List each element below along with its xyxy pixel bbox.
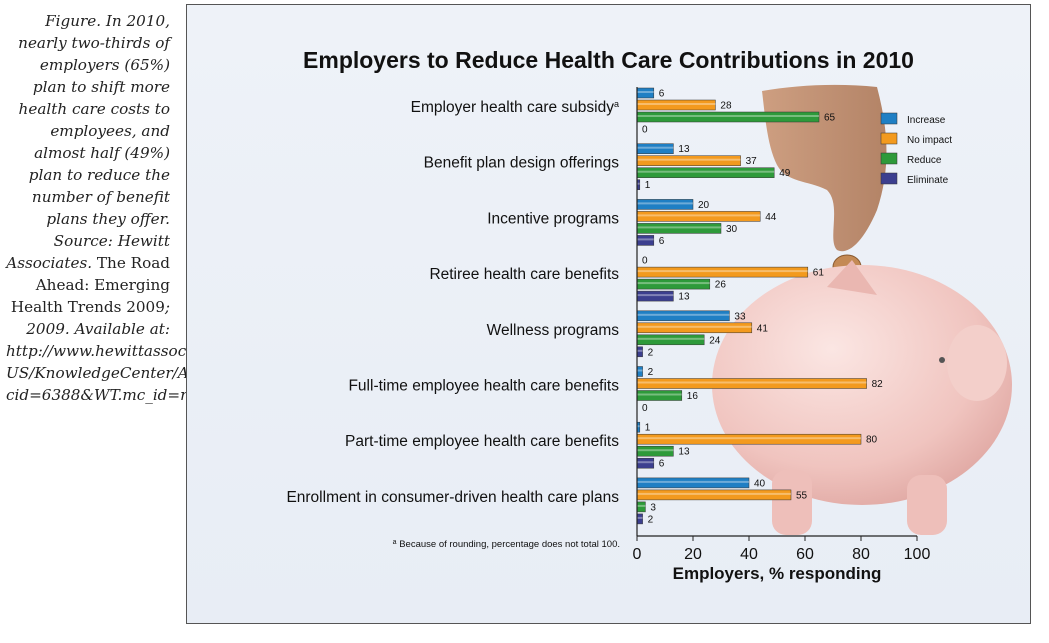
data-label: 26 <box>715 280 727 291</box>
category-label: Part-time employee health care benefits <box>345 433 619 450</box>
hand-illustration <box>762 84 887 252</box>
x-tick-label: 20 <box>684 546 702 563</box>
chart-panel: Employers to Reduce Health Care Contribu… <box>186 4 1031 624</box>
pig-leg-front <box>907 475 947 535</box>
chart-title: Employers to Reduce Health Care Contribu… <box>303 47 914 73</box>
data-label: 80 <box>866 435 878 446</box>
bar-highlight <box>637 437 861 440</box>
bar-highlight <box>637 369 643 372</box>
caption-italic-1: Figure. In 2010, nearly two-thirds of em… <box>6 12 170 272</box>
pig-snout <box>947 325 1007 401</box>
piggy-bank-illustration <box>712 84 1012 535</box>
data-label: 6 <box>659 236 665 247</box>
data-label: 33 <box>734 311 746 322</box>
bar-highlight <box>637 449 674 452</box>
data-label: 13 <box>678 292 690 303</box>
data-label: 28 <box>720 101 732 112</box>
category-label: Full-time employee health care benefits <box>348 378 619 395</box>
legend-label: Increase <box>907 115 946 126</box>
x-tick-label: 0 <box>633 546 642 563</box>
data-label: 44 <box>765 212 777 223</box>
category-label: Employer health care subsidya <box>411 99 619 116</box>
data-label: 40 <box>754 478 766 489</box>
x-tick-label: 100 <box>904 546 931 563</box>
bar-highlight <box>637 146 674 149</box>
legend-swatch <box>880 112 898 125</box>
x-tick-label: 80 <box>852 546 870 563</box>
pig-eye <box>939 357 945 363</box>
category-label: Retiree health care benefits <box>429 266 619 283</box>
bar-highlight <box>637 504 646 507</box>
bar-highlight <box>637 325 752 328</box>
data-label: 82 <box>872 379 884 390</box>
legend-swatch <box>880 172 898 185</box>
caption-source-title: The Road Ahead: Emerging Health Trends 2… <box>10 254 170 316</box>
category-label: Benefit plan design offerings <box>424 155 620 172</box>
data-label: 1 <box>645 180 651 191</box>
bar-highlight <box>637 226 721 229</box>
legend-label: No impact <box>907 135 952 146</box>
bar-highlight <box>637 393 682 396</box>
bar-chart: 6286501337491204430606126133341242282160… <box>286 84 1012 583</box>
bar-highlight <box>637 461 654 464</box>
data-label: 37 <box>746 156 758 167</box>
data-label: 2 <box>648 514 654 525</box>
category-label: Wellness programs <box>487 322 620 339</box>
bar-highlight <box>637 337 705 340</box>
data-label: 13 <box>678 447 690 458</box>
category-label: Incentive programs <box>487 210 619 227</box>
data-label: 6 <box>659 459 665 470</box>
x-tick-label: 40 <box>740 546 758 563</box>
bar-highlight <box>637 170 775 173</box>
bar-highlight <box>637 349 643 352</box>
category-label: Enrollment in consumer-driven health car… <box>286 489 619 506</box>
data-label: 13 <box>678 144 690 155</box>
bar-highlight <box>637 91 654 93</box>
pig-leg-back <box>772 470 812 535</box>
bar-highlight <box>637 238 654 241</box>
bar-highlight <box>637 182 640 185</box>
figure-caption: Figure. In 2010, nearly two-thirds of em… <box>6 10 448 406</box>
bar-highlight <box>637 425 640 428</box>
data-label: 3 <box>650 502 656 513</box>
legend-swatch <box>880 132 898 145</box>
legend-label: Reduce <box>907 155 942 166</box>
x-tick-label: 60 <box>796 546 814 563</box>
data-label: 6 <box>659 89 665 100</box>
data-label: 0 <box>642 403 648 414</box>
x-axis-title: Employers, % responding <box>673 564 882 583</box>
footnote: a Because of rounding, percentage does n… <box>393 539 620 551</box>
data-label: 16 <box>687 391 699 402</box>
data-label: 2 <box>648 367 654 378</box>
bar-highlight <box>637 158 741 161</box>
data-label: 1 <box>645 423 651 434</box>
data-label: 20 <box>698 200 710 211</box>
bar-highlight <box>637 202 693 205</box>
legend-label: Eliminate <box>907 175 949 186</box>
bar-highlight <box>637 381 867 384</box>
bar-highlight <box>637 103 716 105</box>
data-label: 0 <box>642 125 648 136</box>
legend-swatch <box>880 152 898 165</box>
data-label: 49 <box>779 168 791 179</box>
data-label: 2 <box>648 347 654 358</box>
bar-highlight <box>637 214 761 217</box>
bar-highlight <box>637 270 808 273</box>
bar-highlight <box>637 282 710 285</box>
pig-ear <box>827 260 877 295</box>
data-label: 24 <box>709 335 721 346</box>
data-label: 55 <box>796 490 808 501</box>
bar-highlight <box>637 492 791 495</box>
bar-highlight <box>637 294 674 297</box>
data-label: 61 <box>813 268 825 279</box>
bar-highlight <box>637 480 749 483</box>
bar-highlight <box>637 516 643 519</box>
data-label: 30 <box>726 224 738 235</box>
data-label: 65 <box>824 113 836 124</box>
data-label: 41 <box>757 323 769 334</box>
data-label: 0 <box>642 256 648 267</box>
bar-highlight <box>637 115 819 117</box>
bar-highlight <box>637 313 730 316</box>
